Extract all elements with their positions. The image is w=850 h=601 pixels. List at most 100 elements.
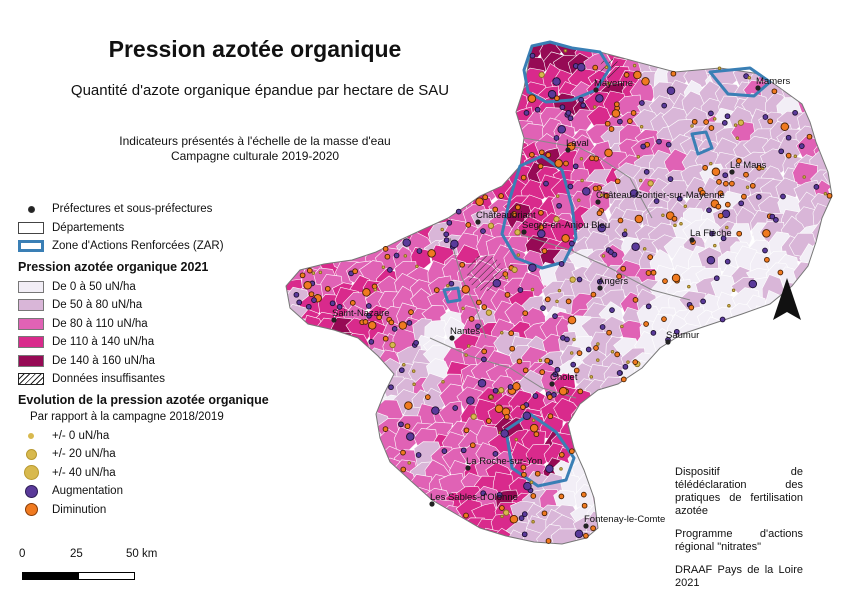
water-body-polygon	[286, 181, 310, 205]
evolution-dot	[723, 180, 729, 187]
water-body-polygon	[831, 421, 832, 448]
water-body-polygon	[636, 406, 660, 436]
evolution-dot	[559, 104, 566, 111]
water-body-polygon	[714, 364, 739, 389]
water-body-polygon	[669, 446, 694, 471]
water-body-polygon	[664, 348, 694, 374]
water-body-polygon	[826, 443, 832, 466]
water-body-polygon	[616, 459, 642, 484]
evolution-dot	[388, 384, 394, 391]
water-body-polygon	[792, 277, 823, 304]
evolution-dot	[717, 190, 724, 197]
water-body-polygon	[766, 512, 795, 537]
water-body-polygon	[826, 96, 832, 121]
evolution-dot	[541, 510, 548, 517]
water-body-polygon	[286, 543, 308, 544]
water-body-polygon	[830, 456, 832, 481]
scale-label-50: 50 km	[126, 548, 158, 560]
water-body-polygon	[388, 209, 417, 236]
water-body-polygon	[684, 541, 712, 544]
water-body-polygon	[335, 403, 363, 433]
water-body-polygon	[711, 42, 739, 48]
water-body-polygon	[300, 221, 325, 247]
water-body-polygon	[390, 542, 420, 544]
evolution-dot	[381, 265, 386, 269]
water-body-polygon	[421, 159, 452, 185]
water-body-polygon	[697, 415, 719, 444]
water-body-polygon	[618, 545, 639, 566]
evolution-dot	[398, 321, 408, 330]
zar-zone-mamers	[708, 66, 772, 98]
water-body-polygon	[286, 534, 313, 544]
water-body-polygon	[311, 470, 340, 496]
evolution-dot	[523, 110, 530, 116]
water-body-polygon	[633, 455, 661, 485]
water-body-polygon	[360, 372, 387, 401]
legend-evolution-subtitle: Par rapport à la campagne 2018/2019	[30, 410, 224, 423]
prefecture-points	[331, 85, 761, 529]
evolution-dot	[389, 341, 396, 349]
evolution-dot	[400, 449, 406, 456]
city-label: Cholet	[550, 372, 578, 383]
evolution-dot	[318, 270, 323, 275]
zar-zone-vendee-east	[504, 412, 576, 488]
water-body-polygon	[688, 430, 713, 453]
water-body-polygon	[825, 138, 832, 163]
water-body-polygon	[286, 519, 295, 544]
water-body-polygon	[423, 42, 450, 55]
water-body-polygon	[621, 524, 650, 544]
evolution-dot	[673, 328, 680, 335]
evolution-dot	[388, 319, 395, 326]
evolution-dot	[679, 221, 683, 226]
evolution-dot	[520, 174, 527, 181]
evolution-dot	[367, 321, 377, 330]
zar-zone-loire-atlantique	[442, 286, 462, 304]
evolution-dot	[329, 300, 336, 307]
evolution-dot	[475, 197, 484, 206]
evolution-dot	[793, 154, 798, 159]
water-body-polygon	[311, 242, 337, 265]
evolution-dot	[673, 223, 677, 228]
decrease-dot-icon	[18, 503, 44, 517]
water-body-polygon	[695, 402, 724, 429]
water-body-polygon	[372, 42, 401, 51]
water-body-polygon	[424, 67, 452, 94]
water-body-polygon	[651, 42, 682, 50]
water-body-polygon	[809, 81, 832, 108]
water-body-polygon	[583, 536, 614, 544]
water-body-polygon	[716, 443, 739, 468]
evolution-dot	[461, 306, 465, 311]
water-body-polygon	[456, 140, 480, 165]
water-body-polygon	[314, 444, 344, 470]
water-body-polygon	[727, 408, 754, 431]
water-body-polygon	[686, 42, 715, 62]
water-body-polygon	[688, 391, 713, 414]
water-body-polygon	[828, 180, 832, 206]
evolution-dot	[572, 163, 579, 170]
water-body-polygon	[476, 42, 501, 65]
water-body-polygon	[678, 346, 706, 370]
water-body-polygon	[606, 449, 633, 474]
water-body-polygon	[286, 42, 291, 54]
water-body-polygon	[488, 79, 517, 111]
city-label: La Roche-sur-Yon	[466, 456, 542, 467]
water-body-polygon	[301, 139, 324, 164]
water-body-polygon	[298, 151, 325, 177]
evolution-dot	[690, 124, 694, 128]
city-label: Les Sables-d'Olonne	[430, 492, 518, 503]
water-body-polygon	[375, 117, 402, 145]
evolution-dot	[509, 345, 516, 352]
water-body-polygon	[825, 405, 832, 428]
water-body-polygon	[747, 545, 770, 566]
evolution-dot	[709, 161, 713, 166]
city-label: Le Mans	[730, 160, 767, 171]
prefecture-point	[665, 339, 671, 345]
water-body-polygon	[672, 418, 698, 441]
water-body-polygon	[616, 471, 643, 494]
evolution-dot	[537, 163, 544, 170]
water-body-polygon	[286, 415, 312, 441]
evolution-dot	[745, 185, 750, 189]
water-body-polygon	[395, 56, 426, 83]
water-body-polygon	[286, 388, 307, 418]
evolution-dot	[661, 213, 665, 218]
